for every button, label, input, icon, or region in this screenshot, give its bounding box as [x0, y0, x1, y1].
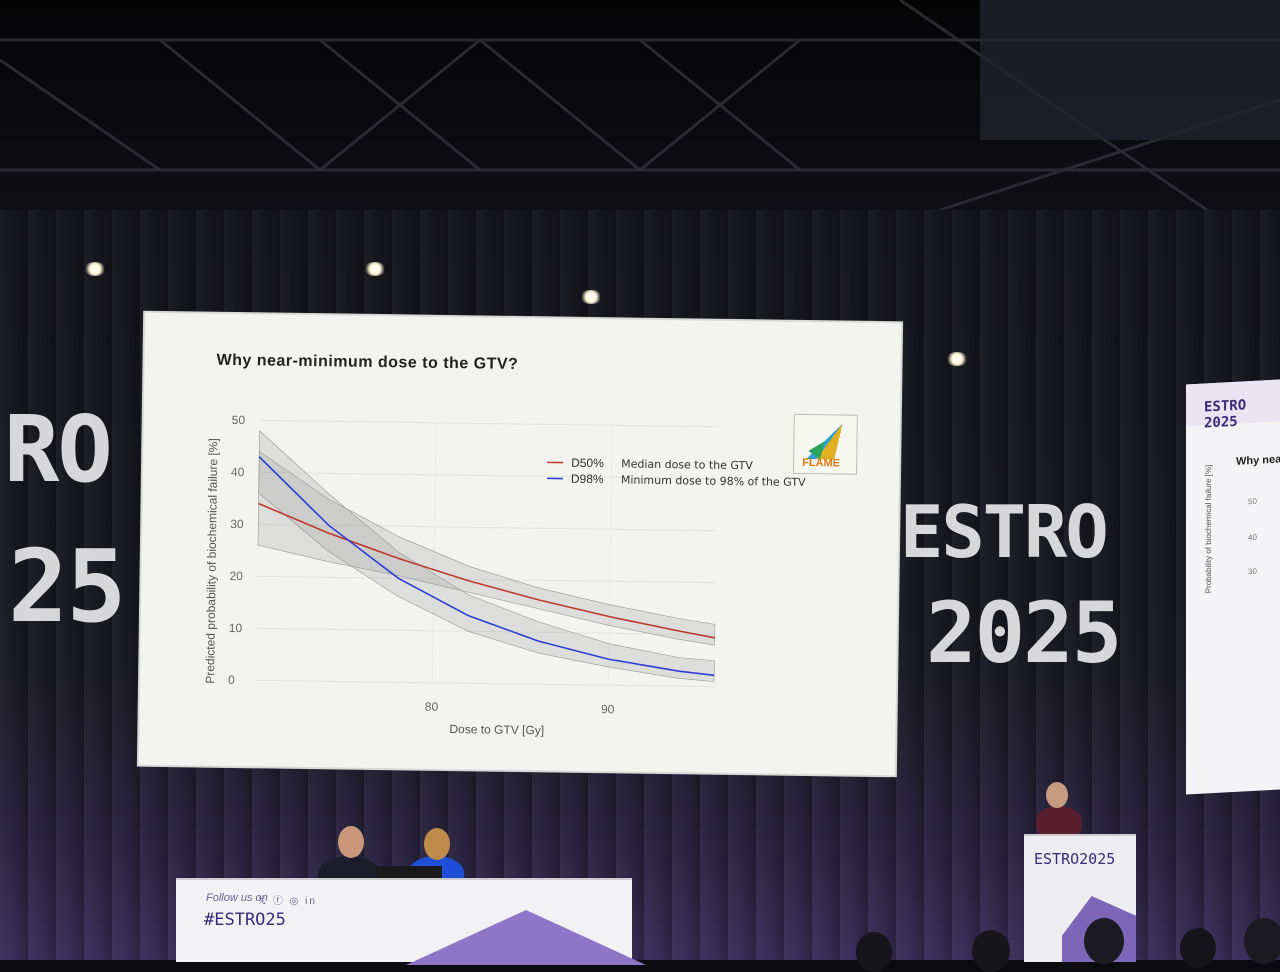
social-icons: 𝕏 ⓕ ◎ in [258, 892, 317, 907]
side-screen-ytick: 50 [1248, 497, 1257, 506]
audience-head [856, 932, 892, 972]
desk-hashtag: #ESTRO25 [204, 910, 286, 930]
series-line [256, 457, 717, 676]
legend-code: D50% [571, 456, 604, 470]
audience-head [1180, 928, 1216, 968]
gridline [256, 680, 714, 686]
chart: 0 10 20 30 40 50 80 90 Dose to GTV [Gy] Predicted… [139, 313, 901, 776]
y-tick-label: 20 [229, 569, 243, 583]
background-logo-left: RO [4, 396, 111, 503]
side-screen-logo: ESTRO 2025 [1204, 396, 1280, 432]
legend-description: Median dose to the GTV [621, 457, 753, 472]
audience-head [1244, 918, 1280, 964]
projection-screen: Why near-minimum dose to the GTV? FLAME … [139, 313, 901, 776]
x-axis-label: Dose to GTV [Gy] [449, 722, 544, 737]
speaker-head [1046, 782, 1068, 808]
legend-code: D98% [571, 472, 604, 486]
panelist-woman-head [424, 828, 450, 860]
y-tick-label: 40 [231, 465, 245, 479]
y-tick-label: 0 [228, 673, 235, 687]
stage-light [580, 290, 602, 304]
side-screen-ytick: 30 [1248, 567, 1257, 576]
gridline [260, 420, 718, 426]
background-year-left: 25 [8, 528, 124, 645]
y-axis-label: Predicted probability of biochemical fai… [203, 438, 220, 684]
side-screen: ESTRO 2025 Why near Probability of bioch… [1186, 380, 1280, 795]
audience-head [1084, 918, 1124, 964]
side-screen-title: Why near [1236, 453, 1280, 468]
side-screen-ytick: 40 [1248, 533, 1257, 542]
background-year-center: 2025 [926, 584, 1120, 682]
panel-desk: Follow us on 𝕏 ⓕ ◎ in #ESTRO25 [176, 878, 632, 962]
side-screen-ylabel: Probability of biochemical failure [%] [1204, 465, 1213, 594]
podium-logo: ESTRO2025 [1034, 850, 1115, 868]
stage-light [946, 352, 968, 366]
x-tick-label: 90 [601, 702, 615, 716]
y-tick-label: 30 [230, 517, 244, 531]
y-tick-label: 10 [229, 621, 243, 635]
desk-decoration [406, 910, 646, 965]
stage-light [84, 262, 106, 276]
y-tick-label: 50 [232, 413, 246, 427]
legend-description: Minimum dose to 98% of the GTV [621, 473, 806, 489]
audience-head [972, 930, 1010, 972]
stage-light [364, 262, 386, 276]
x-tick-label: 80 [425, 700, 439, 714]
speaker [1036, 806, 1082, 836]
panelist-man-head [338, 826, 364, 858]
background-logo-center: ESTRO [900, 490, 1107, 574]
